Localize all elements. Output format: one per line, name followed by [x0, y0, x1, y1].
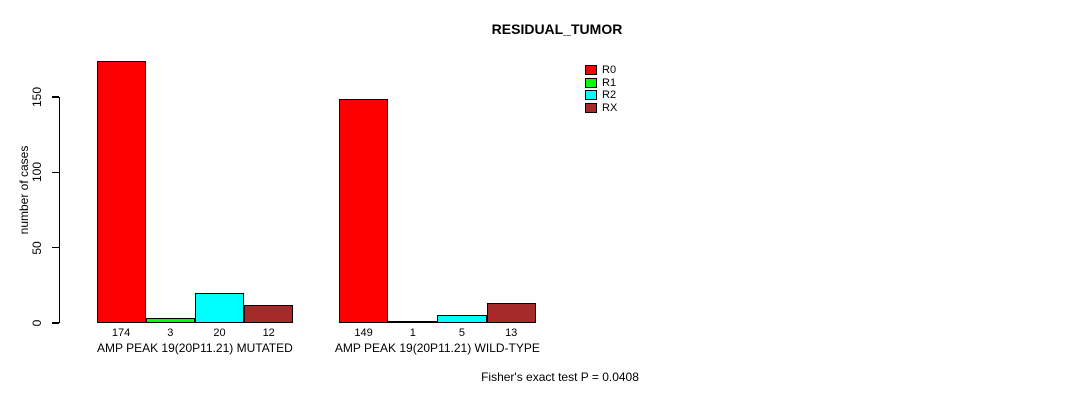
bar-value-label: 13 [505, 327, 518, 339]
bar-value-label: 174 [111, 327, 131, 339]
legend-label: RX [602, 101, 618, 114]
bar-r2 [194, 292, 245, 323]
group-label: AMP PEAK 19(20P11.21) WILD-TYPE [334, 341, 540, 355]
legend-swatch-r2 [585, 90, 597, 101]
y-tick-label: 100 [30, 162, 44, 183]
bar-r0 [339, 98, 389, 323]
y-tick-label: 50 [30, 240, 44, 255]
bar-value-label: 1 [409, 327, 416, 339]
bar-value-label: 5 [458, 327, 466, 339]
legend-row: RX [585, 102, 617, 115]
bar-r1 [388, 320, 438, 323]
bar-r2 [437, 315, 487, 323]
chart-title: RESIDUAL_TUMOR [491, 21, 623, 37]
legend-swatch-r0 [585, 65, 597, 76]
legend-label: R0 [602, 64, 617, 77]
bar-value-label: 12 [262, 327, 275, 339]
bar-r1 [145, 318, 195, 323]
bar-value-label: 149 [354, 327, 373, 339]
legend-swatch-rx [585, 102, 597, 113]
bar-value-label: 3 [167, 327, 174, 339]
y-tick [52, 96, 59, 98]
y-tick-label: 150 [30, 86, 44, 108]
y-tick-label: 0 [30, 319, 44, 327]
legend-row: R0 [585, 64, 617, 77]
group-label: AMP PEAK 19(20P11.21) MUTATED [96, 341, 293, 355]
legend-label: R1 [602, 76, 617, 89]
legend: R0 R1 R2 RX [585, 64, 617, 114]
legend-label: R2 [602, 89, 617, 102]
legend-row: R1 [585, 77, 617, 90]
y-axis-label: number of cases [17, 145, 31, 235]
bar-r0 [96, 60, 146, 323]
y-tick [52, 247, 59, 249]
y-tick [52, 171, 59, 173]
bar-rx [486, 303, 536, 323]
legend-row: R2 [585, 89, 617, 102]
y-tick [52, 322, 59, 324]
stat-test-annotation: Fisher's exact test P = 0.0408 [481, 370, 639, 384]
y-axis-line [59, 97, 61, 323]
legend-swatch-r1 [585, 77, 597, 88]
bar-value-label: 20 [213, 327, 226, 339]
bar-rx [244, 304, 294, 323]
